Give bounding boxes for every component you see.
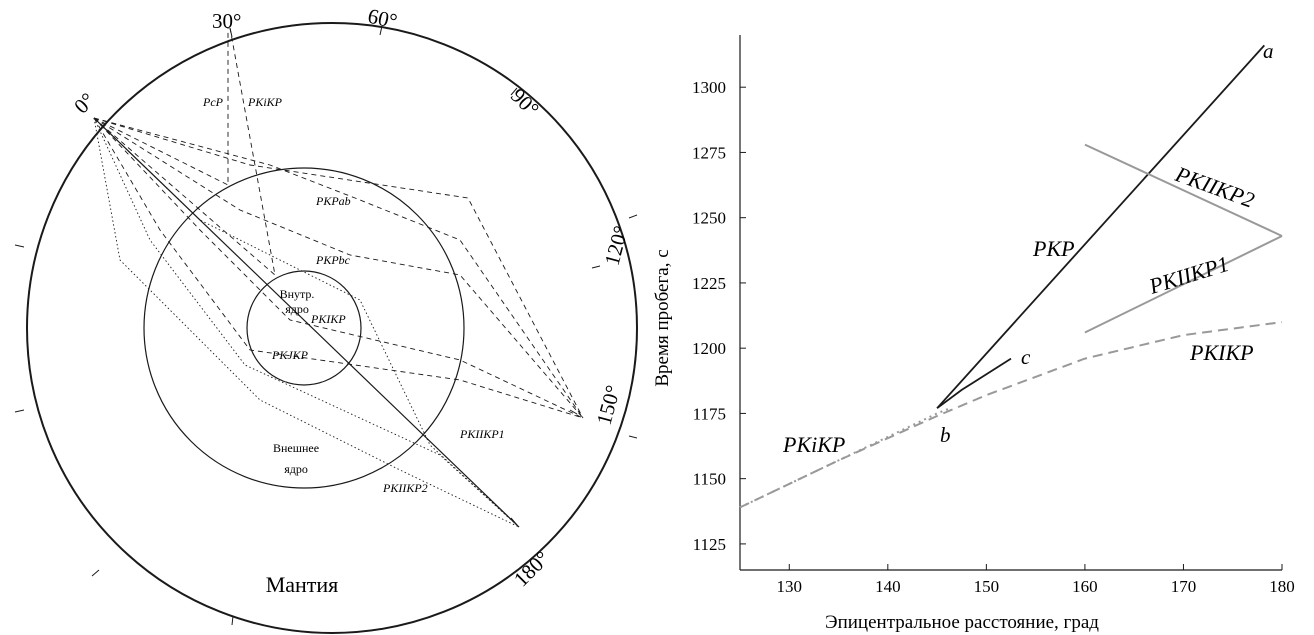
degree-label-120: 120° [600, 223, 634, 268]
series-line-pkiikp1 [1084, 235, 1283, 334]
series-line-branch-bc [936, 357, 1012, 409]
series-label-pkp: PKP [1032, 236, 1075, 261]
ray-label-pkiikp2: PKIIKP2 [382, 481, 428, 495]
series-label-pkikp-upper: PKiKP [782, 432, 845, 457]
y-tick-label: 1200 [692, 339, 726, 358]
ray-labels: PcP PKiKP PKPab PKPbc PKIKP PKJKP PKIIKP… [202, 95, 505, 495]
dashed-rays [93, 27, 584, 419]
ray-label-pkpbc: PKPbc [315, 253, 351, 267]
y-tick-label: 1250 [692, 209, 726, 228]
chart-y-axis-label: Время пробега, с [652, 249, 673, 386]
series-labels: PKP PKiKP PKIKP PKIIKP2 PKIIKP1 [782, 161, 1258, 457]
series-line-pkikp [739, 407, 951, 509]
annotation-b: b [940, 423, 951, 447]
core-labels: Внутр. ядро Внешнее ядро [273, 287, 319, 476]
chart-series [739, 44, 1283, 509]
inner-core-label-line2: ядро [285, 302, 309, 316]
ray-label-pkpab: PKPab [315, 194, 351, 208]
earth-cross-section-diagram: 0° 30° 60° 90° 120° 150° 180° PcP PKiKP … [14, 4, 638, 634]
inner-core-boundary [246, 270, 362, 386]
point-annotations: a b c [940, 39, 1274, 447]
series-line-pkikp [739, 321, 1283, 509]
inner-core-label-line1: Внутр. [280, 287, 315, 301]
chart-axes: 130 140 150 160 170 180 1125 1150 1175 1200 1225 12… [692, 35, 1295, 596]
pkikp-direct-ray [93, 117, 520, 528]
x-tick-label: 130 [777, 577, 803, 596]
y-tick-label: 1275 [692, 143, 726, 162]
ray-label-pkikp: PKIKP [310, 312, 346, 326]
ray-label-pkiikp1: PKIIKP1 [459, 427, 505, 441]
dotted-rays [93, 117, 520, 528]
degree-label-150: 150° [592, 383, 626, 428]
series-label-pkikp: PKIKP [1189, 340, 1254, 365]
degree-label-60: 60° [366, 4, 400, 34]
y-tick-label: 1150 [693, 470, 726, 489]
x-tick-label: 180 [1269, 577, 1295, 596]
y-tick-label: 1300 [692, 78, 726, 97]
mantle-label: Мантия [266, 572, 339, 597]
series-line-pkp [936, 44, 1265, 409]
series-label-pkiikp2: PKIIKP2 [1171, 161, 1257, 213]
degree-label-0: 0° [69, 88, 99, 118]
y-tick-label: 1125 [693, 535, 726, 554]
ray-label-pkjkp: PKJKP [271, 348, 309, 362]
y-tick-label: 1225 [692, 274, 726, 293]
earth-surface-circle [26, 22, 638, 634]
series-label-pkiikp1: PKIIKP1 [1145, 251, 1232, 299]
annotation-a: a [1263, 39, 1274, 63]
annotation-c: c [1021, 345, 1031, 369]
x-tick-label: 160 [1072, 577, 1098, 596]
outer-core-boundary [143, 167, 465, 489]
outer-core-label-line2: ядро [284, 462, 308, 476]
x-tick-label: 170 [1171, 577, 1197, 596]
x-tick-label: 150 [974, 577, 1000, 596]
degree-labels: 0° 30° 60° 90° 120° 150° 180° [69, 4, 633, 592]
outer-core-label-line1: Внешнее [273, 441, 319, 455]
y-tick-label: 1175 [693, 404, 726, 423]
ray-label-pkikp-upper: PKiKP [247, 95, 283, 109]
degree-label-30: 30° [212, 9, 241, 33]
ray-paths [93, 27, 584, 528]
degree-label-180: 180° [509, 546, 554, 591]
degree-label-90: 90° [506, 83, 544, 121]
chart-x-axis-label: Эпицентральное расстояние, град [825, 612, 1099, 633]
series-line-pkiikp2 [1084, 143, 1283, 237]
ray-label-pcp: PcP [202, 95, 224, 109]
x-tick-label: 140 [875, 577, 901, 596]
